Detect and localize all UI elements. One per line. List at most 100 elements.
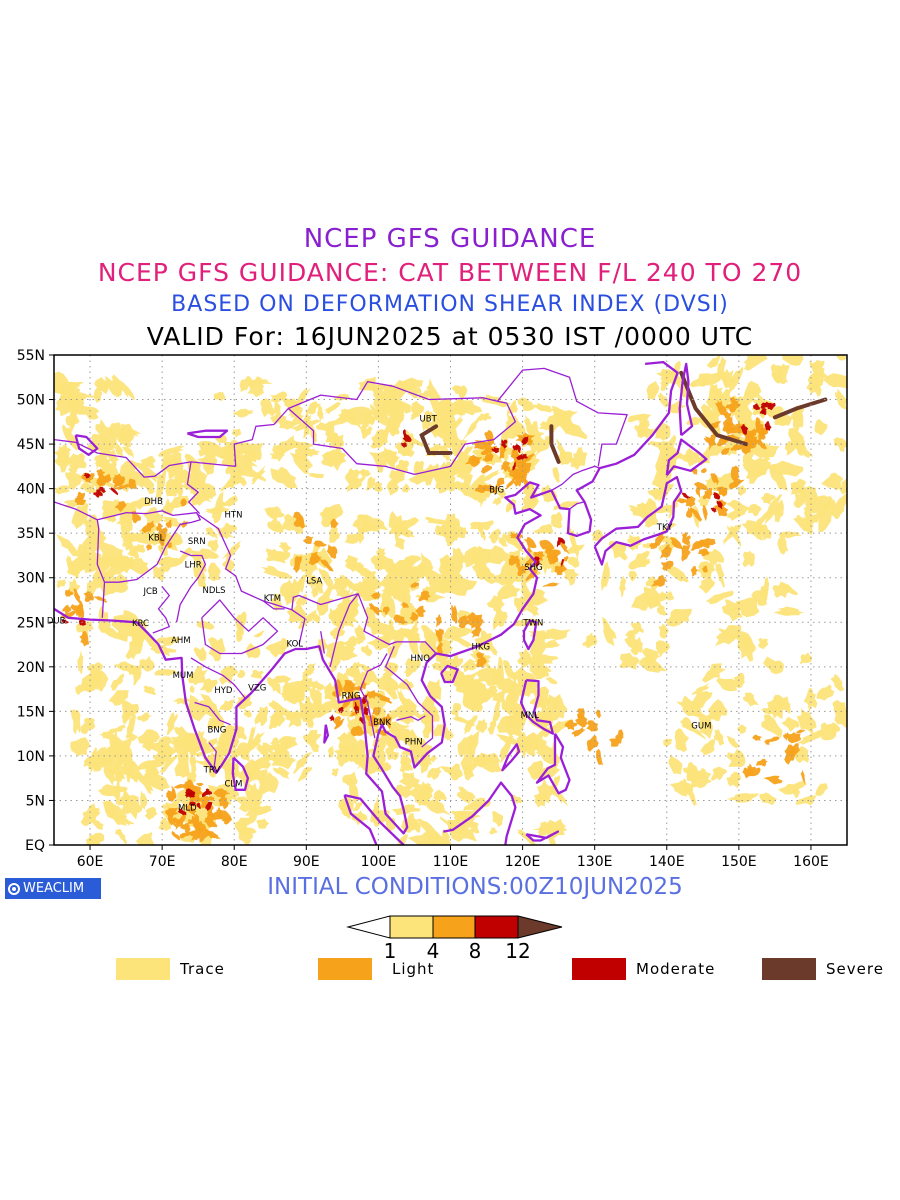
turbulence-patch bbox=[446, 412, 456, 429]
turbulence-patch bbox=[739, 444, 751, 455]
turbulence-patch bbox=[800, 769, 806, 786]
turbulence-patch bbox=[114, 441, 124, 458]
turbulence-patch bbox=[273, 399, 281, 416]
turbulence-patch bbox=[410, 819, 421, 833]
colorbar-severe bbox=[517, 915, 563, 939]
station-label: GUM bbox=[691, 722, 711, 732]
turbulence-patch bbox=[458, 385, 468, 399]
severe-streak bbox=[772, 397, 828, 420]
turbulence-patch bbox=[402, 446, 415, 458]
turbulence-patch bbox=[344, 406, 375, 425]
turbulence-patch bbox=[233, 408, 254, 418]
turbulence-patch bbox=[347, 730, 356, 740]
turbulence-patch bbox=[270, 737, 282, 751]
turbulence-patch bbox=[532, 402, 557, 413]
turbulence-patch bbox=[753, 521, 772, 541]
turbulence-patch bbox=[726, 508, 742, 521]
turbulence-patch bbox=[793, 514, 812, 535]
turbulence-patch bbox=[508, 555, 520, 566]
turbulence-patch bbox=[426, 799, 452, 816]
turbulence-patch bbox=[505, 498, 517, 513]
turbulence-patch bbox=[436, 645, 443, 655]
turbulence-patch bbox=[669, 780, 693, 797]
turbulence-patch bbox=[397, 678, 415, 692]
turbulence-patch bbox=[134, 544, 146, 553]
turbulence-patch bbox=[253, 630, 265, 638]
turbulence-patch bbox=[474, 484, 487, 494]
legend-swatch-moderate bbox=[572, 958, 626, 980]
turbulence-patch bbox=[372, 383, 388, 401]
turbulence-patch bbox=[481, 464, 493, 474]
turbulence-patch bbox=[277, 735, 298, 751]
turbulence-patch bbox=[351, 810, 368, 826]
turbulence-patch bbox=[816, 503, 832, 533]
turbulence-patch bbox=[352, 514, 371, 533]
lon-label: 160E bbox=[793, 854, 829, 870]
turbulence-patch bbox=[469, 474, 486, 500]
turbulence-patch bbox=[700, 738, 715, 756]
turbulence-patch bbox=[466, 730, 480, 762]
turbulence-patch bbox=[535, 558, 540, 569]
turbulence-patch bbox=[83, 755, 107, 769]
turbulence-patch bbox=[492, 811, 504, 827]
legend-item-severe: Severe bbox=[762, 958, 884, 980]
turbulence-patch bbox=[418, 590, 431, 602]
turbulence-patch bbox=[833, 437, 847, 452]
turbulence-patch bbox=[265, 548, 286, 564]
turbulence-patch bbox=[702, 488, 713, 500]
turbulence-patch bbox=[816, 684, 835, 701]
turbulence-patch bbox=[387, 646, 395, 659]
station-label: KBL bbox=[148, 534, 164, 544]
country-border bbox=[186, 461, 201, 515]
turbulence-patch bbox=[76, 600, 85, 620]
turbulence-patch bbox=[190, 548, 219, 560]
turbulence-patch bbox=[399, 602, 410, 609]
turbulence-patch bbox=[191, 496, 203, 504]
turbulence-patch bbox=[428, 755, 438, 763]
turbulence-patch bbox=[330, 450, 343, 466]
turbulence-patch bbox=[395, 459, 409, 473]
turbulence-patch bbox=[104, 763, 130, 778]
lat-label: 55N bbox=[17, 348, 45, 364]
turbulence-patch bbox=[510, 794, 522, 804]
turbulence-patch bbox=[293, 555, 302, 574]
turbulence-patch bbox=[376, 716, 389, 726]
turbulence-patch bbox=[135, 831, 155, 845]
turbulence-patch bbox=[627, 413, 652, 423]
turbulence-patch bbox=[123, 749, 133, 783]
turbulence-patch bbox=[91, 818, 104, 830]
station-label: KOL bbox=[287, 640, 304, 650]
turbulence-patch bbox=[796, 729, 806, 734]
title-line-2: NCEP GFS GUIDANCE: CAT BETWEEN F/L 240 T… bbox=[97, 258, 803, 287]
turbulence-patch bbox=[454, 527, 468, 538]
lat-label: 45N bbox=[17, 437, 45, 453]
turbulence-patch bbox=[414, 737, 433, 768]
station-label: AHM bbox=[171, 636, 191, 646]
turbulence-patch bbox=[745, 463, 766, 484]
turbulence-patch bbox=[382, 606, 390, 615]
turbulence-patch bbox=[542, 628, 572, 640]
turbulence-patch bbox=[628, 550, 650, 570]
turbulence-patch bbox=[760, 492, 777, 505]
turbulence-patch bbox=[524, 654, 559, 665]
turbulence-patch bbox=[85, 576, 103, 596]
turbulence-patch bbox=[56, 579, 67, 588]
turbulence-patch bbox=[293, 684, 305, 703]
turbulence-patch bbox=[193, 646, 207, 661]
station-label: MUM bbox=[173, 671, 194, 681]
station-label: PHN bbox=[405, 738, 423, 748]
turbulence-patch bbox=[534, 741, 560, 765]
turbulence-patch bbox=[166, 712, 178, 736]
turbulence-patch bbox=[690, 507, 703, 522]
turbulence-patch bbox=[542, 582, 560, 587]
turbulence-patch bbox=[298, 610, 317, 630]
latitude-labels: 55N 50N 45N 40N 35N 30N 25N 20N 15N 10N 5N EQ bbox=[17, 348, 45, 854]
turbulence-patch bbox=[669, 537, 683, 549]
turbulence-patch bbox=[335, 678, 343, 695]
turbulence-patch bbox=[336, 610, 359, 628]
turbulence-patch bbox=[763, 775, 783, 785]
turbulence-patch bbox=[116, 828, 128, 844]
turbulence-patch bbox=[519, 453, 528, 460]
turbulence-patch bbox=[638, 656, 668, 673]
turbulence-patch bbox=[336, 695, 347, 714]
